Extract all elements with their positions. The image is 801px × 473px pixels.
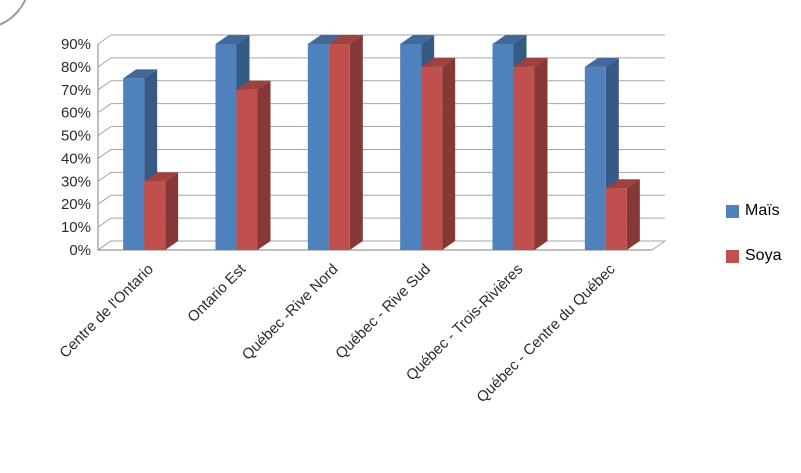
bar-front-face: [492, 44, 514, 250]
bar-front-face: [236, 89, 258, 251]
bar-side-face: [626, 179, 640, 250]
chart-floor: [96, 240, 667, 251]
y-tick-label: 80%: [61, 59, 91, 76]
y-tick-label: 20%: [61, 196, 91, 213]
legend-item-soya[interactable]: Soya: [726, 248, 781, 264]
bar-top-face: [492, 35, 527, 44]
legend-swatch-soya: [726, 249, 739, 263]
y-tick-label: 40%: [61, 150, 91, 167]
grid-depth-connector: [97, 149, 112, 159]
bar-side-face: [349, 35, 363, 250]
bar-top-face: [307, 35, 342, 44]
y-tick-label: 70%: [61, 82, 91, 99]
legend-item-mais[interactable]: Maïs: [726, 203, 781, 219]
legend-swatch-mais: [726, 204, 739, 218]
grid-depth-connector: [97, 34, 112, 45]
bar-top-face: [123, 69, 158, 79]
bar-front-face: [328, 44, 350, 250]
bar-side-face: [534, 57, 548, 251]
bar-top-face: [421, 57, 456, 67]
y-tick-label: 60%: [61, 105, 91, 122]
bar-top-face: [328, 35, 363, 44]
bar-top-face: [400, 35, 435, 44]
bar-front-face: [605, 188, 627, 250]
bar-front-face: [123, 78, 145, 250]
legend-label-mais: Maïs: [745, 202, 780, 219]
bar-1-0: [144, 172, 179, 250]
grid-depth-connector: [97, 194, 112, 205]
category-label: Ontario Est: [184, 260, 250, 326]
category-label: Québec - Rive Sud: [332, 261, 434, 363]
bar-front-face: [400, 44, 422, 250]
grid-depth-connector: [97, 57, 112, 68]
bar-side-face: [257, 80, 271, 251]
bar-1-5: [605, 179, 640, 250]
bar-top-face: [584, 57, 619, 67]
bar-side-face: [165, 172, 179, 250]
y-tick-label: 10%: [61, 219, 91, 236]
category-label: Centre de l'Ontario: [56, 261, 157, 362]
bar-front-face: [307, 44, 329, 250]
grid-depth-connector: [97, 217, 112, 228]
legend: Maïs Soya: [726, 203, 781, 264]
y-tick-label: 90%: [61, 36, 91, 53]
y-tick-label: 30%: [61, 173, 91, 190]
bar-top-face: [215, 35, 250, 44]
bar-front-face: [421, 66, 443, 250]
grid-depth-connector: [97, 171, 112, 182]
bar-top-face: [236, 80, 271, 90]
bar-top-face: [144, 172, 179, 182]
bar-front-face: [215, 44, 237, 250]
grid-depth-connector: [97, 103, 112, 114]
bar-1-2: [328, 35, 363, 250]
bar-side-face: [442, 57, 456, 251]
bar-top-face: [605, 179, 640, 189]
category-label: Québec -Rive Nord: [239, 261, 342, 364]
legend-label-soya: Soya: [745, 247, 782, 264]
bar-front-face: [513, 66, 535, 250]
y-tick-label: 0%: [69, 242, 91, 259]
bar-1-3: [421, 57, 456, 251]
grid-depth-connector: [97, 126, 112, 136]
grid-depth-connector: [97, 240, 112, 251]
bar-top-face: [513, 57, 548, 67]
bar-1-1: [236, 80, 271, 251]
grid-depth-connector: [97, 80, 112, 91]
bar-front-face: [584, 66, 606, 250]
bar-front-face: [144, 181, 166, 250]
corner-artifact: [0, 0, 27, 26]
bar-1-4: [513, 57, 548, 251]
y-tick-label: 50%: [61, 128, 91, 145]
